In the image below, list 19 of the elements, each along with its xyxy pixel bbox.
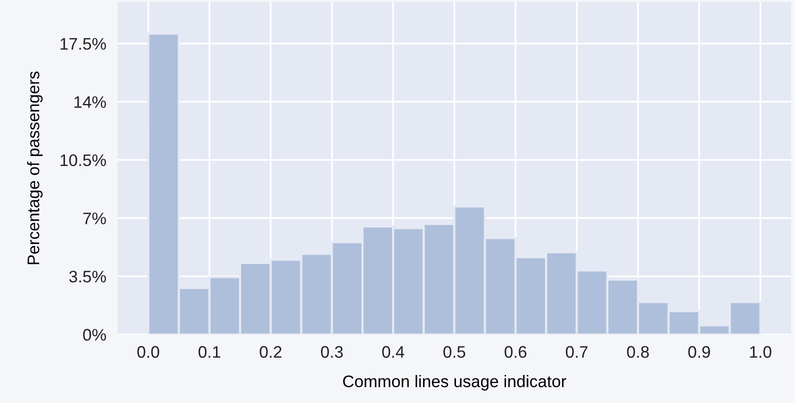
x-tick-label: 0.2 [260,346,282,358]
y-tick-label: 7% [83,212,106,224]
y-tick-label: 17.5% [60,38,106,50]
x-tick-label: 0.3 [320,346,343,358]
x-tick-label: 0.0 [137,346,160,358]
x-tick-label: 0.1 [198,346,220,358]
x-tick-label: 0.5 [443,346,466,358]
x-tick-label: 0.7 [566,346,588,358]
y-tick-label: 3.5% [69,270,106,283]
x-axis-title: Common lines usage indicator [343,375,566,391]
y-tick-label: 0% [83,328,106,341]
y-axis-title: Percentage of passengers [27,72,43,264]
y-tick-label: 10.5% [60,154,106,166]
x-tick-label: 0.9 [688,346,710,358]
x-tick-label: 1.0 [750,346,772,358]
x-tick-label: 0.8 [627,346,649,358]
x-tick-label: 0.6 [504,346,526,358]
x-tick-label: 0.4 [382,346,404,358]
y-tick-label: 14% [74,96,106,108]
